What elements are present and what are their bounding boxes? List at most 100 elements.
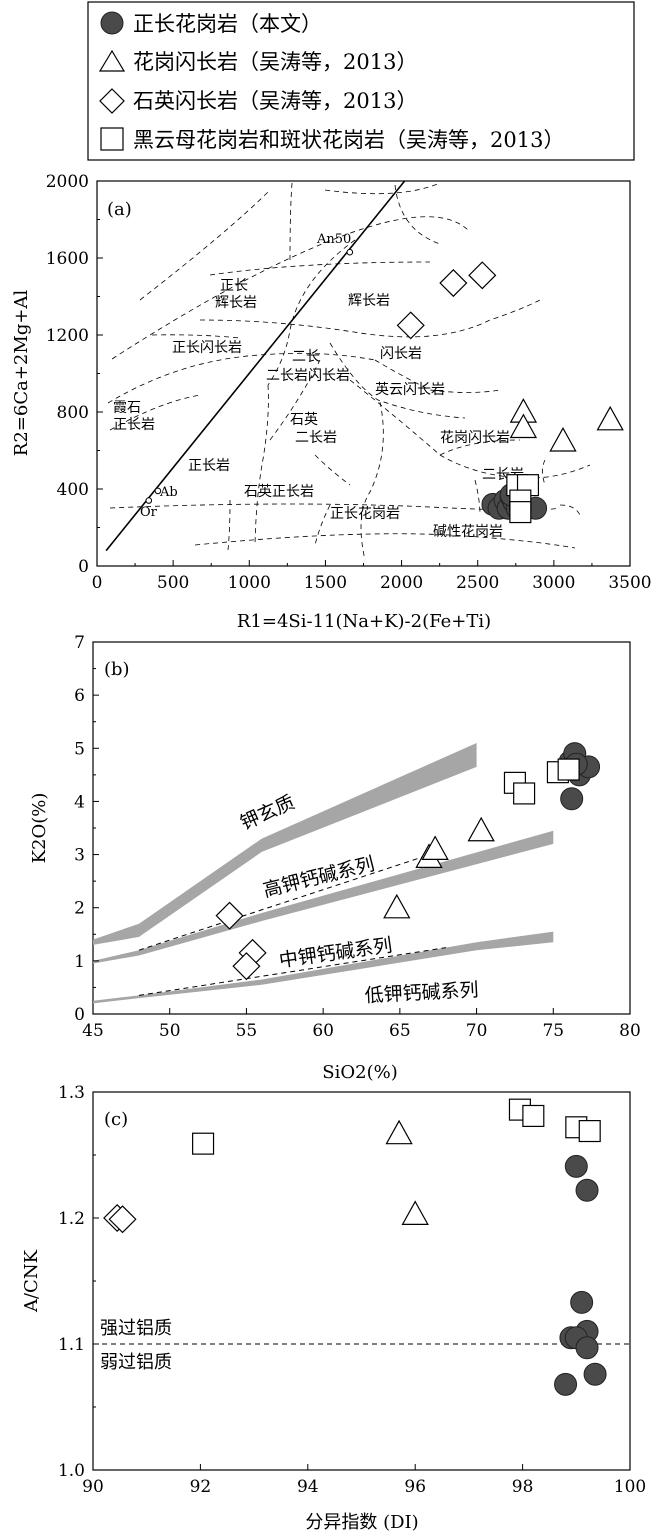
panel-c: (c) 强过铝质 弱过铝质 90 92 94 96 98 1001.01.11.21.3 … <box>21 1083 646 1533</box>
y-tick-label: 0 <box>74 1005 85 1025</box>
field-label: 正长闪长岩 <box>172 340 242 356</box>
x-tick-label: 65 <box>389 1021 411 1041</box>
panel-c-label-below: 弱过铝质 <box>100 1352 172 1373</box>
panel-c-xlabel: 分异指数 (DI) <box>305 1512 418 1533</box>
square-data-point <box>578 1120 601 1143</box>
panel-c-ylabel: A/CNK <box>21 1249 42 1313</box>
square-data-point <box>522 1104 545 1127</box>
x-tick-label: 96 <box>404 1477 426 1497</box>
field-label: 辉长岩 <box>215 295 257 311</box>
x-tick-label: 50 <box>159 1021 181 1041</box>
x-tick-label: 2000 <box>380 573 423 593</box>
field-label: 霞石 <box>113 400 141 416</box>
legend-label-0: 正长花岗岩（本文） <box>133 12 322 36</box>
panel-a-reference-labels: An50 Ab Or <box>140 232 351 520</box>
y-tick-label: 1 <box>74 952 85 972</box>
reference-point <box>154 487 162 495</box>
boundary-line <box>324 182 441 195</box>
boundary-line <box>329 342 466 419</box>
legend: 正长花岗岩（本文） 花岗闪长岩（吴涛等，2013） 石英闪长岩（吴涛等，2013… <box>87 1 635 161</box>
panel-a-axes: 0 500 1000 1500 2000 2500 3000 3500 0 400 800 1200 1… <box>46 172 652 593</box>
panel-a-points <box>396 261 624 524</box>
panel-a-reference-line <box>105 180 406 552</box>
circle-data-point <box>560 787 584 811</box>
medium-k-boundary-band <box>93 931 554 1004</box>
boundary-line <box>289 182 293 261</box>
legend-triangle-icon <box>98 49 126 72</box>
y-tick-label: 1200 <box>46 326 89 346</box>
x-tick-label: 45 <box>82 1021 104 1041</box>
field-label: 辉长岩 <box>348 293 390 309</box>
diamond-data-point <box>468 261 497 290</box>
legend-box <box>87 1 635 161</box>
boundary-line <box>254 384 269 546</box>
square-data-point <box>513 782 536 805</box>
panel-c-axes: 90 92 94 96 98 100 1.0 1.1 1.2 1.3 <box>58 1083 646 1497</box>
boundary-line <box>439 439 521 456</box>
x-tick-label: 500 <box>157 573 189 593</box>
shoshonitic-boundary-band <box>93 743 477 945</box>
x-tick-label: 100 <box>614 1477 646 1497</box>
field-label: 二长岩闪长岩 <box>266 368 350 384</box>
panel-b-ylabel: K2O(%) <box>29 793 50 864</box>
panel-b-tag: (b) <box>104 659 130 680</box>
x-tick-label: 92 <box>190 1477 212 1497</box>
panel-a-ylabel: R2=6Ca+2Mg+Al <box>11 290 32 457</box>
boundary-line <box>314 504 331 546</box>
square-data-point <box>557 758 580 781</box>
boundary-line <box>360 401 384 561</box>
y-tick-label: 5 <box>74 739 85 759</box>
square-data-point <box>509 501 532 524</box>
circle-data-point <box>564 1154 588 1178</box>
y-tick-label: 1.1 <box>58 1335 85 1355</box>
y-tick-label: 2000 <box>46 172 89 192</box>
boundary-line <box>109 503 561 511</box>
low-k-dashed-boundary <box>138 947 446 996</box>
x-tick-label: 80 <box>619 1021 641 1041</box>
circle-data-point <box>583 1362 607 1386</box>
reference-point <box>145 497 153 504</box>
x-tick-label: 98 <box>512 1477 534 1497</box>
boundary-line <box>111 216 471 360</box>
panel-b-xlabel: SiO2(%) <box>322 1062 397 1083</box>
ab-label: Ab <box>159 485 178 500</box>
boundary-line <box>199 299 541 338</box>
triangle-data-point <box>509 413 538 439</box>
boundary-line <box>559 504 581 516</box>
x-tick-label: 60 <box>312 1021 334 1041</box>
boundary-line <box>374 359 501 393</box>
x-tick-label: 3500 <box>608 573 651 593</box>
panel-c-frame <box>92 1091 631 1471</box>
boundary-line <box>269 359 321 441</box>
y-tick-label: 7 <box>74 633 85 653</box>
y-tick-label: 2 <box>74 899 85 919</box>
x-tick-label: 1000 <box>228 573 271 593</box>
reference-point <box>346 248 354 256</box>
field-label: 正长 <box>220 278 248 294</box>
field-label-low-k: 低钾钙碱系列 <box>364 979 479 1007</box>
panel-a-xlabel: R1=4Si-11(Na+K)-2(Fe+Ti) <box>237 611 491 632</box>
x-tick-label: 75 <box>542 1021 564 1041</box>
x-tick-label: 90 <box>82 1477 104 1497</box>
boundary-line <box>139 189 271 301</box>
boundary-line <box>474 479 481 516</box>
triangle-data-point <box>549 426 577 452</box>
triangle-data-point <box>467 816 495 842</box>
field-label: 石英正长岩 <box>244 483 314 500</box>
panel-a-tag: (a) <box>107 199 132 220</box>
legend-label-3: 黑云母花岗岩和斑状花岗岩（吴涛等，2013） <box>133 128 564 152</box>
field-label: 花岗闪长岩 <box>440 430 510 446</box>
field-label: 石英 <box>290 411 318 428</box>
x-tick-label: 0 <box>92 573 103 593</box>
boundary-line <box>314 454 351 486</box>
boundary-line <box>227 499 231 551</box>
an50-label: An50 <box>316 232 351 247</box>
triangle-data-point <box>401 1200 429 1225</box>
legend-circle-icon <box>100 11 124 35</box>
circle-data-point <box>554 1372 578 1396</box>
legend-diamond-icon <box>99 88 125 114</box>
y-tick-label: 1600 <box>46 249 89 269</box>
y-tick-label: 1.2 <box>58 1209 85 1229</box>
